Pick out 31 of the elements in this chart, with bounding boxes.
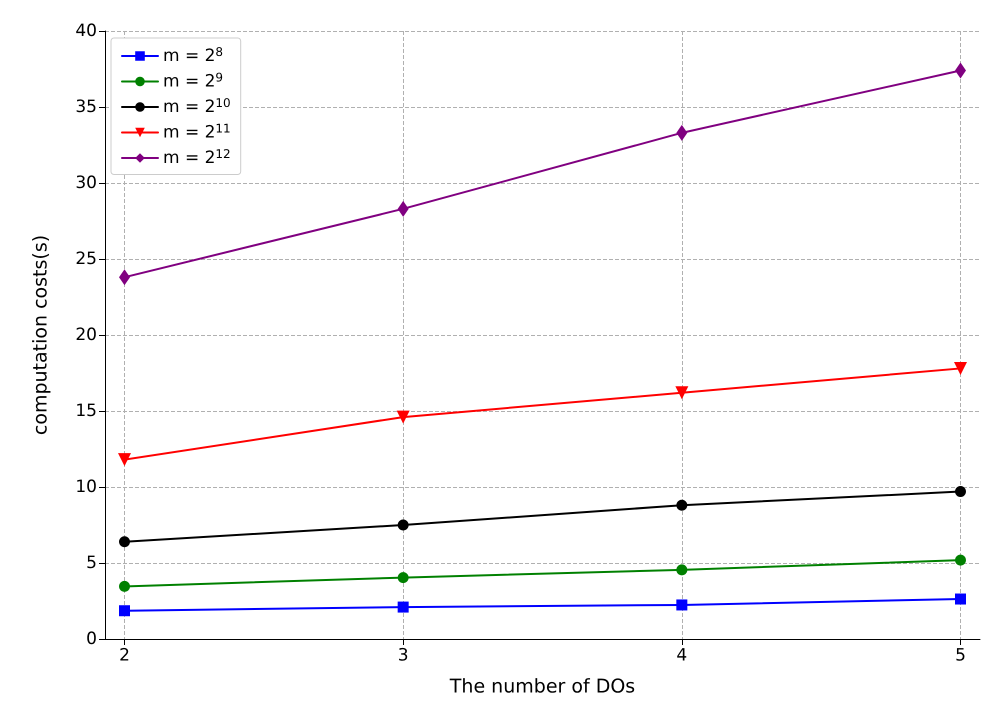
y-axis-title: computation costs(s) xyxy=(30,234,52,436)
y-tick-label: 10 xyxy=(75,477,97,497)
point xyxy=(396,410,410,424)
y-tick-label: 0 xyxy=(86,629,97,649)
y-tick-label: 40 xyxy=(75,21,97,41)
x-tick-label: 4 xyxy=(676,646,688,666)
point xyxy=(954,594,966,605)
point xyxy=(119,580,130,592)
x-tick-label: 5 xyxy=(955,646,966,666)
point xyxy=(675,386,688,400)
point xyxy=(398,520,409,530)
y-tick-label: 25 xyxy=(75,249,97,269)
point xyxy=(676,564,688,576)
point xyxy=(955,554,966,566)
point xyxy=(118,453,132,466)
point xyxy=(955,486,966,498)
point xyxy=(119,536,130,548)
y-tick-label: 30 xyxy=(75,173,97,193)
point xyxy=(398,602,409,613)
point xyxy=(954,362,967,375)
y-tick-label: 35 xyxy=(75,97,97,117)
y-tick-label: 15 xyxy=(75,401,97,421)
point xyxy=(676,599,688,610)
point xyxy=(676,500,688,511)
x-tick-label: 3 xyxy=(398,646,409,666)
point xyxy=(398,572,409,584)
point xyxy=(119,605,130,616)
x-tick-label: 2 xyxy=(119,646,130,666)
y-tick-label: 20 xyxy=(75,325,97,345)
x-axis-title: The number of DOs xyxy=(448,676,636,698)
y-tick-label: 5 xyxy=(86,553,97,573)
